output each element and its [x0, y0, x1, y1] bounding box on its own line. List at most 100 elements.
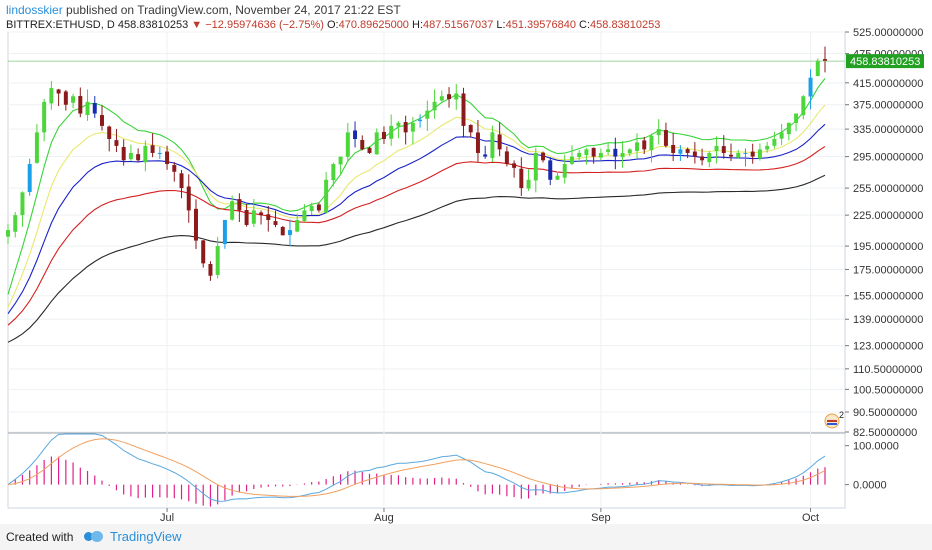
candle-body — [128, 152, 133, 160]
candle-body — [483, 154, 488, 157]
candle-body — [259, 212, 264, 216]
price-chart[interactable]: 100.0000 0.0000 525.00000000475.000000004… — [0, 0, 932, 524]
candle-body — [757, 149, 762, 159]
price-axis: 525.00000000475.00000000415.00000000375.… — [8, 27, 924, 439]
publisher-username[interactable]: lindosskier — [6, 3, 63, 17]
candle-body — [649, 135, 654, 151]
candle-body — [729, 154, 733, 157]
candle-body — [374, 132, 379, 155]
candle-body — [63, 91, 68, 105]
candle-body — [497, 134, 502, 150]
candle-body — [345, 132, 350, 157]
candle-body — [56, 89, 61, 94]
close-value: 458.83810253 — [590, 19, 661, 31]
high-value: 487.51567037 — [423, 19, 494, 31]
candle-body — [186, 186, 191, 211]
macd-tick-label: 100.0000 — [853, 441, 899, 453]
time-tick-label: Aug — [374, 512, 394, 524]
candlesticks — [6, 46, 827, 281]
last-price-tag-label: 458.83810253 — [850, 56, 920, 68]
candle-body — [287, 230, 292, 236]
time-tick-label: Oct — [802, 512, 819, 524]
candle-body — [338, 156, 343, 165]
candle-body — [584, 149, 589, 155]
chart-header: lindosskier published on TradingView.com… — [6, 3, 401, 18]
candle-body — [606, 149, 611, 152]
candle-body — [808, 77, 813, 97]
candle-body — [779, 132, 784, 139]
candle-body — [396, 122, 401, 127]
tradingview-brand-name: TradingView — [110, 529, 182, 544]
candle-body — [316, 204, 321, 211]
candle-body — [360, 140, 365, 150]
candle-body — [295, 219, 300, 232]
candle-body — [555, 175, 560, 180]
indicator-badge-icon[interactable]: 2 — [823, 411, 847, 429]
candle-body — [403, 122, 408, 133]
candle-body — [172, 165, 177, 172]
candle-body — [49, 88, 54, 104]
candle-body — [519, 168, 524, 189]
ema-yellow-line — [7, 104, 826, 308]
candle-body — [794, 113, 799, 123]
candle-body — [714, 145, 719, 152]
candle-body — [815, 60, 820, 77]
candle-body — [6, 230, 10, 237]
candle-body — [613, 148, 618, 157]
open-label: O: — [326, 19, 339, 31]
ema-red-line — [7, 145, 826, 326]
candle-body — [280, 226, 285, 236]
candle-body — [765, 145, 770, 150]
candle-body — [439, 96, 444, 101]
ema-black-line — [7, 174, 826, 343]
candle-body — [468, 124, 473, 133]
candle-body — [302, 210, 307, 221]
candle-body — [548, 160, 553, 180]
candle-body — [193, 208, 198, 241]
candle-body — [136, 154, 141, 161]
candle-body — [454, 93, 459, 100]
candle-body — [71, 96, 76, 103]
symbol-quote-line: BITTREX:ETHUSD, D 458.83810253 ▼ −12.959… — [6, 18, 660, 32]
candle-body — [721, 146, 726, 153]
candle-body — [34, 132, 39, 163]
candle-body — [266, 214, 271, 220]
time-axis: JulAugSepOctNov20 — [160, 508, 819, 524]
publish-info: published on TradingView.com, November 2… — [66, 3, 401, 17]
moving-averages — [7, 78, 826, 343]
candle-body — [685, 149, 690, 153]
candle-body — [179, 173, 184, 189]
candle-body — [490, 132, 495, 158]
candle-body — [107, 126, 112, 140]
macd-tick-label: 0.0000 — [853, 480, 887, 492]
candle-body — [772, 139, 777, 146]
low-value: 451.39576840 — [505, 19, 576, 31]
candle-body — [157, 152, 162, 154]
candle-body — [700, 156, 705, 161]
price-tick-label: 525.00000000 — [853, 27, 923, 39]
price-change: −12.95974636 (−2.75%) — [205, 19, 324, 31]
candle-body — [381, 131, 386, 140]
candle-body — [410, 122, 415, 132]
chart-grid — [7, 31, 846, 509]
candle-body — [692, 151, 697, 157]
candle-body — [786, 122, 791, 135]
close-label: C: — [579, 19, 591, 31]
price-tick-label: 225.00000000 — [853, 210, 923, 222]
tradingview-logo[interactable]: TradingView — [84, 529, 182, 544]
candle-body — [663, 130, 668, 146]
candle-body — [114, 140, 119, 146]
candle-body — [331, 164, 336, 181]
price-tick-label: 100.50000000 — [853, 384, 923, 396]
candle-body — [627, 149, 632, 154]
candle-body — [121, 147, 126, 161]
candle-body — [201, 240, 206, 264]
candle-body — [244, 210, 249, 225]
price-tick-label: 139.00000000 — [853, 314, 923, 326]
created-with-label: Created with — [6, 530, 74, 544]
price-tick-label: 175.00000000 — [853, 264, 923, 276]
price-tick-label: 195.00000000 — [853, 241, 923, 253]
symbol-interval[interactable]: BITTREX:ETHUSD, D — [6, 19, 115, 31]
candle-body — [100, 115, 104, 126]
candle-body — [750, 151, 755, 157]
